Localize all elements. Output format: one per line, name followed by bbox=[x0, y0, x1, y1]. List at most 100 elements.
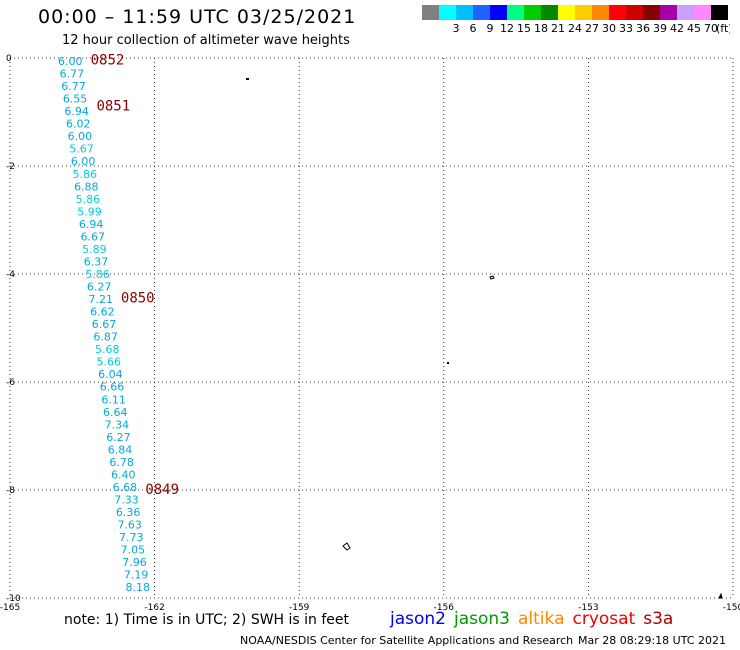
lat-lon-grid bbox=[9, 57, 734, 599]
pass-time-label: 0852 bbox=[91, 53, 125, 69]
legend-label: 33 bbox=[619, 22, 633, 35]
wave-height-value: 6.40 bbox=[111, 468, 136, 481]
legend-swatch bbox=[439, 5, 456, 20]
legend-swatch bbox=[507, 5, 524, 20]
legend-label: 45 bbox=[687, 22, 701, 35]
wave-height-value: 6.55 bbox=[63, 93, 88, 106]
legend-swatch bbox=[609, 5, 626, 20]
legend-swatch bbox=[490, 5, 507, 20]
wave-height-value: 6.02 bbox=[66, 118, 91, 131]
lon-tick-label: -165 bbox=[0, 603, 20, 610]
wave-height-value: 6.27 bbox=[87, 281, 112, 294]
satellite-legend: jason2 jason3 altika cryosat s3a bbox=[390, 609, 681, 629]
map-title: 00:00 – 11:59 UTC 03/25/2021 bbox=[38, 6, 357, 28]
wave-height-value: 7.63 bbox=[117, 519, 142, 532]
wave-height-value: 6.64 bbox=[103, 406, 128, 419]
legend-label: 21 bbox=[551, 22, 565, 35]
wave-height-value: 6.88 bbox=[74, 180, 99, 193]
satellite-jason3: jason3 bbox=[454, 609, 510, 629]
lat-tick-label: 0 bbox=[6, 54, 12, 64]
pass-time-label: 0849 bbox=[145, 482, 179, 498]
legend-label: 18 bbox=[534, 22, 548, 35]
legend-label: 27 bbox=[585, 22, 599, 35]
wave-height-value: 6.67 bbox=[92, 318, 117, 331]
legend-label: 39 bbox=[653, 22, 667, 35]
legend-label: 12 bbox=[500, 22, 514, 35]
legend-swatch bbox=[541, 5, 558, 20]
pass-time-label: 0850 bbox=[121, 290, 155, 306]
lon-tick-label: -156 bbox=[434, 603, 455, 610]
legend-swatch bbox=[643, 5, 660, 20]
legend-swatch bbox=[558, 5, 575, 20]
legend-label: 6 bbox=[470, 22, 477, 35]
legend-swatch bbox=[575, 5, 592, 20]
legend-label: 9 bbox=[487, 22, 494, 35]
island-mark bbox=[246, 78, 249, 80]
wave-height-value: 5.86 bbox=[72, 168, 97, 181]
wave-height-value: 7.21 bbox=[89, 293, 114, 306]
pass-time-label: 0851 bbox=[96, 99, 130, 115]
legend-label: 42 bbox=[670, 22, 684, 35]
legend-label: 36 bbox=[636, 22, 650, 35]
lat-tick-label: -4 bbox=[6, 270, 15, 280]
wave-height-value: 7.96 bbox=[122, 556, 147, 569]
wave-height-value: 5.99 bbox=[77, 205, 102, 218]
satellite-jason2: jason2 bbox=[390, 609, 446, 629]
wave-height-value: 7.33 bbox=[114, 494, 139, 507]
lat-tick-label: -6 bbox=[6, 378, 15, 388]
legend-unit: (ft) bbox=[716, 22, 730, 35]
pass-time-labels: 0852 0851 0850 0849 bbox=[91, 53, 179, 498]
wave-height-value: 8.18 bbox=[125, 581, 150, 594]
wave-height-value: 6.77 bbox=[61, 80, 86, 93]
lat-tick-label: -2 bbox=[6, 162, 15, 172]
lon-tick-label: -150 bbox=[723, 603, 740, 610]
island-mark bbox=[489, 275, 495, 280]
legend-swatch bbox=[456, 5, 473, 20]
satellite-cryosat: cryosat bbox=[572, 609, 636, 629]
legend-label: 3 bbox=[453, 22, 460, 35]
wave-height-value: 6.00 bbox=[68, 130, 93, 143]
altimeter-map: -165 -162 -159 -156 -153 -150 0 -2 -4 -6 -8 -10 6.0… bbox=[0, 53, 740, 610]
wave-height-value: 6.94 bbox=[64, 105, 89, 118]
legend-swatch bbox=[660, 5, 677, 20]
wave-height-value: 6.04 bbox=[98, 368, 123, 381]
axis-tick-labels: -165 -162 -159 -156 -153 -150 0 -2 -4 -6 -8 -10 bbox=[0, 54, 740, 610]
wave-height-value: 6.84 bbox=[108, 443, 133, 456]
wave-height-value: 6.87 bbox=[93, 331, 118, 344]
legend-swatch bbox=[694, 5, 711, 20]
legend-swatch bbox=[592, 5, 609, 20]
legend-swatch bbox=[626, 5, 643, 20]
footnote: note: 1) Time is in UTC; 2) SWH is in fe… bbox=[64, 612, 350, 628]
wave-height-value: 6.00 bbox=[58, 55, 83, 68]
wave-height-value: 7.73 bbox=[119, 531, 144, 544]
wave-height-value: 6.00 bbox=[71, 155, 96, 168]
wave-height-value: 6.62 bbox=[90, 306, 115, 319]
wave-height-value: 6.36 bbox=[116, 506, 141, 519]
wave-height-value: 5.89 bbox=[82, 243, 107, 256]
wave-height-value: 6.68 bbox=[113, 481, 138, 494]
island-outlines bbox=[246, 78, 723, 599]
wave-height-value: 5.86 bbox=[85, 268, 110, 281]
generated-timestamp: Mar 28 08:29:18 UTC 2021 bbox=[578, 634, 726, 647]
wave-height-value: 5.68 bbox=[95, 343, 120, 356]
lon-tick-label: -159 bbox=[289, 603, 310, 610]
wave-height-value: 5.66 bbox=[97, 356, 122, 369]
legend-label: 70 bbox=[704, 22, 718, 35]
wave-height-value: 7.34 bbox=[105, 418, 130, 431]
wave-height-value: 6.66 bbox=[100, 381, 125, 394]
legend-swatch bbox=[677, 5, 694, 20]
island-mark bbox=[718, 592, 723, 599]
wave-height-value: 6.78 bbox=[109, 456, 134, 469]
legend-swatch bbox=[422, 5, 439, 20]
wave-height-value: 6.37 bbox=[84, 255, 109, 268]
wave-height-value: 6.67 bbox=[80, 230, 105, 243]
lat-tick-label: -8 bbox=[6, 486, 15, 496]
island-mark bbox=[447, 362, 449, 364]
lon-tick-label: -162 bbox=[144, 603, 164, 610]
wave-height-value: 5.67 bbox=[69, 143, 94, 156]
satellite-s3a: s3a bbox=[643, 609, 674, 629]
wave-height-value: 6.11 bbox=[101, 393, 126, 406]
credit-line: NOAA/NESDIS Center for Satellite Applica… bbox=[240, 634, 574, 647]
wave-height-value: 5.86 bbox=[76, 193, 101, 206]
